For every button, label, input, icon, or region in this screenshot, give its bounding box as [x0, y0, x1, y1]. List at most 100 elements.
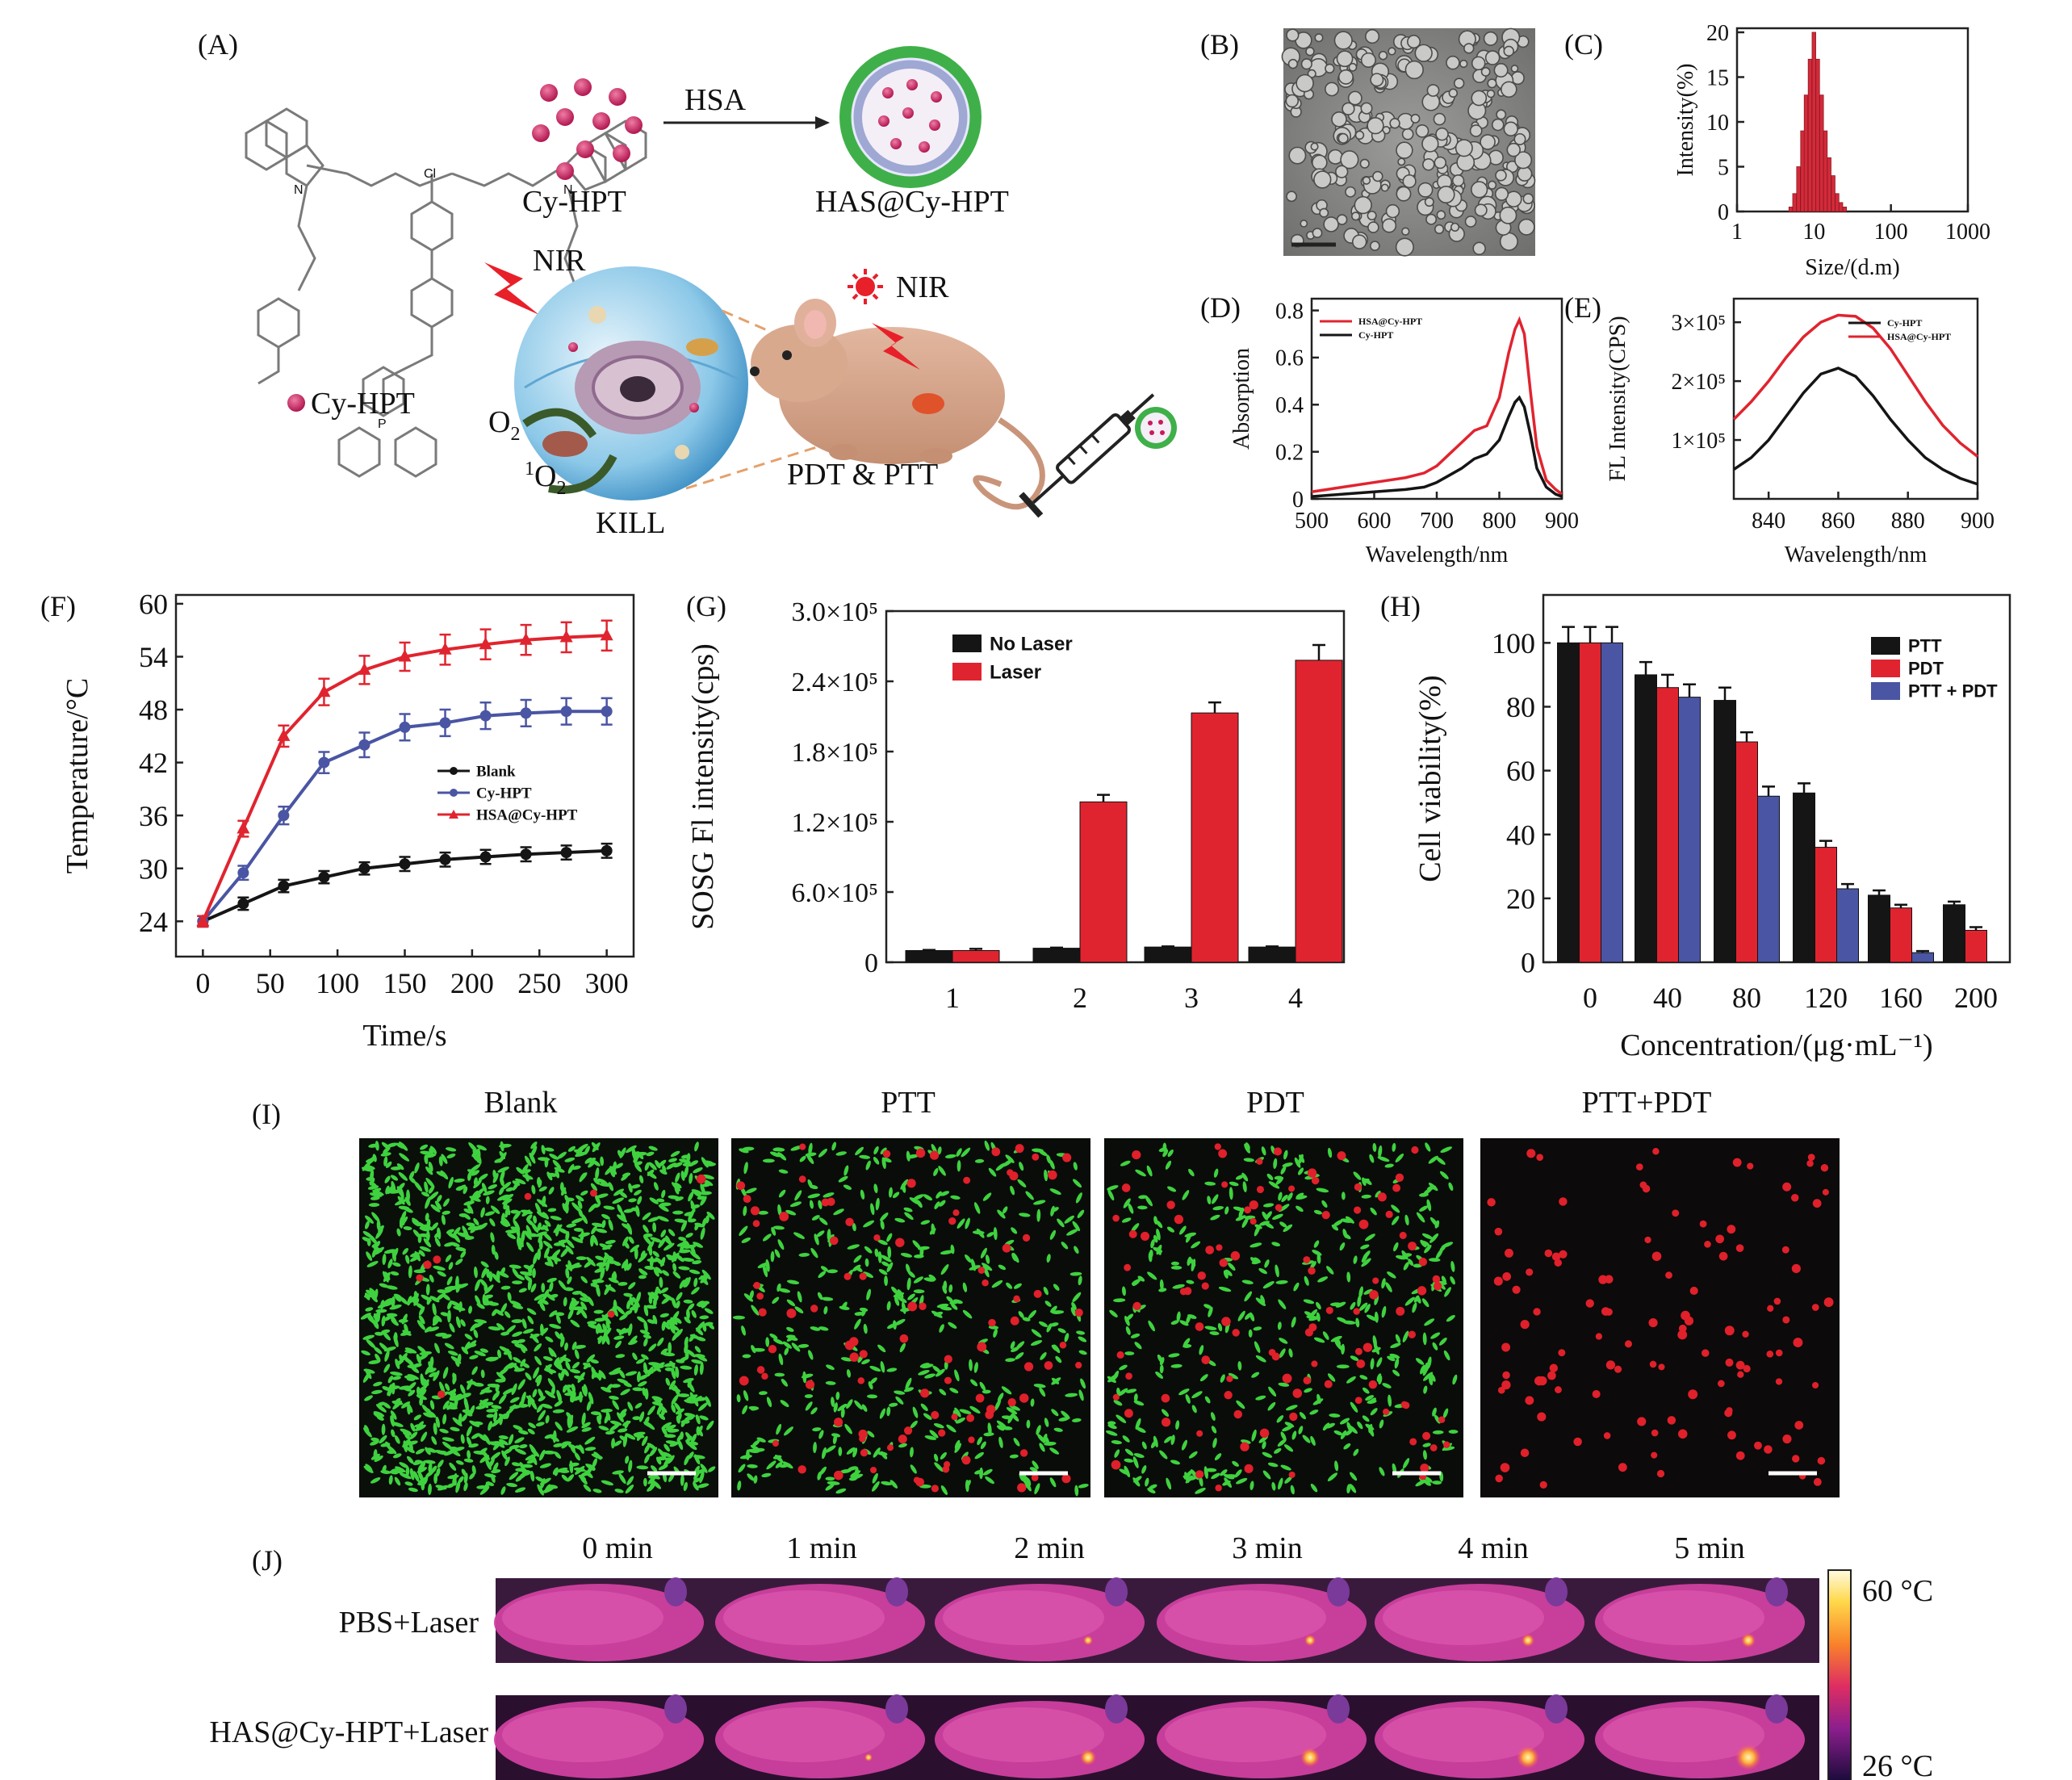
dead-cell: [1019, 1393, 1029, 1403]
live-cell: [521, 1363, 530, 1368]
live-cell: [538, 1300, 546, 1312]
panel-e-letter: (E): [1564, 291, 1601, 324]
live-cell: [657, 1216, 669, 1222]
panel-i-letter: (I): [252, 1098, 281, 1130]
live-cell: [364, 1292, 370, 1300]
live-cell: [412, 1363, 422, 1367]
nir-sun-icon: [848, 269, 883, 304]
dead-cell: [858, 1429, 868, 1439]
live-cell: [1073, 1162, 1078, 1171]
live-cell: [980, 1441, 986, 1450]
chart-h-xtick-label: 160: [1879, 982, 1923, 1014]
live-cell: [615, 1162, 623, 1169]
tumor-hotspot: [864, 1753, 873, 1761]
live-cell: [408, 1487, 418, 1493]
dead-cell: [1551, 1252, 1561, 1261]
live-cell: [387, 1376, 394, 1384]
live-cell: [521, 1164, 529, 1175]
tem-particle: [1380, 183, 1389, 192]
thermal-mouse-core: [1165, 1590, 1326, 1645]
live-cell: [823, 1192, 835, 1198]
live-cell: [370, 1437, 379, 1442]
thermal-mouse-core: [943, 1590, 1104, 1645]
live-cell: [449, 1322, 455, 1333]
singlet-oxygen-label: 1O2: [525, 459, 566, 499]
live-cell: [370, 1440, 379, 1446]
live-cell: [590, 1283, 600, 1288]
live-cell: [466, 1436, 472, 1447]
live-cell: [429, 1275, 434, 1283]
live-cell: [940, 1263, 949, 1275]
live-cell: [613, 1440, 622, 1447]
live-cell: [1341, 1192, 1346, 1200]
live-cell: [741, 1325, 746, 1336]
dead-cell: [931, 1410, 940, 1420]
live-cell: [690, 1434, 697, 1443]
dead-cell: [1311, 1176, 1320, 1185]
dead-cell: [1183, 1287, 1192, 1296]
chart-h-bar: [1678, 697, 1701, 963]
live-cell: [601, 1213, 610, 1220]
live-cell: [1326, 1266, 1334, 1275]
tem-particle: [1522, 193, 1534, 204]
live-cell: [440, 1312, 450, 1317]
live-cell: [737, 1481, 742, 1491]
dead-cell: [1132, 1301, 1141, 1310]
live-cell: [370, 1476, 381, 1484]
live-cell: [1049, 1229, 1057, 1240]
live-cell: [780, 1400, 789, 1408]
dead-cell: [1048, 1170, 1057, 1180]
live-cell: [1422, 1443, 1431, 1447]
live-cell: [1010, 1185, 1015, 1196]
live-cell: [425, 1196, 431, 1209]
live-cell: [643, 1305, 649, 1317]
tem-particle: [1319, 207, 1329, 218]
live-cell: [888, 1187, 893, 1198]
live-cell: [1316, 1253, 1321, 1264]
live-cell: [827, 1269, 838, 1274]
dead-cell: [1512, 1285, 1521, 1294]
live-cell: [777, 1204, 782, 1217]
live-cell: [416, 1421, 425, 1430]
thermal-mouse-core: [1603, 1590, 1764, 1645]
dead-cell: [1651, 1429, 1659, 1437]
live-cell: [1282, 1425, 1293, 1432]
live-cell: [491, 1245, 496, 1255]
live-cell: [522, 1328, 534, 1334]
live-cell: [425, 1284, 430, 1296]
tem-particle: [1323, 216, 1339, 232]
live-cell: [1275, 1176, 1284, 1185]
live-cell: [895, 1396, 904, 1405]
dead-cell: [1547, 1371, 1556, 1380]
dead-cell: [1735, 1451, 1745, 1460]
live-cell: [863, 1220, 875, 1228]
live-cell: [1199, 1476, 1203, 1487]
live-cell: [1441, 1242, 1454, 1248]
live-cell: [384, 1175, 391, 1183]
live-cell: [461, 1414, 467, 1422]
live-cell: [500, 1141, 504, 1152]
dead-cell: [607, 1310, 615, 1318]
live-cell: [1150, 1440, 1157, 1449]
live-cell: [407, 1382, 416, 1391]
dead-cell: [1249, 1217, 1257, 1225]
dead-cell: [944, 1376, 952, 1384]
dead-cell: [1256, 1158, 1263, 1165]
dead-cell: [1794, 1421, 1804, 1430]
live-cell: [612, 1306, 618, 1317]
live-cell: [597, 1335, 603, 1344]
live-cell: [669, 1441, 680, 1447]
live-cell: [804, 1394, 814, 1398]
tem-particle: [1288, 146, 1307, 165]
live-cell: [743, 1390, 749, 1401]
dead-cell: [1644, 1236, 1651, 1244]
chart-c-xtick-label: 1: [1731, 220, 1743, 245]
chart-h-error-bar: [1740, 731, 1753, 742]
live-cell: [540, 1299, 549, 1305]
tem-particle: [1369, 241, 1380, 251]
live-cell: [383, 1249, 396, 1254]
live-cell: [1387, 1355, 1396, 1362]
live-cell: [809, 1184, 818, 1190]
live-cell: [534, 1343, 542, 1352]
live-cell: [1443, 1350, 1450, 1361]
